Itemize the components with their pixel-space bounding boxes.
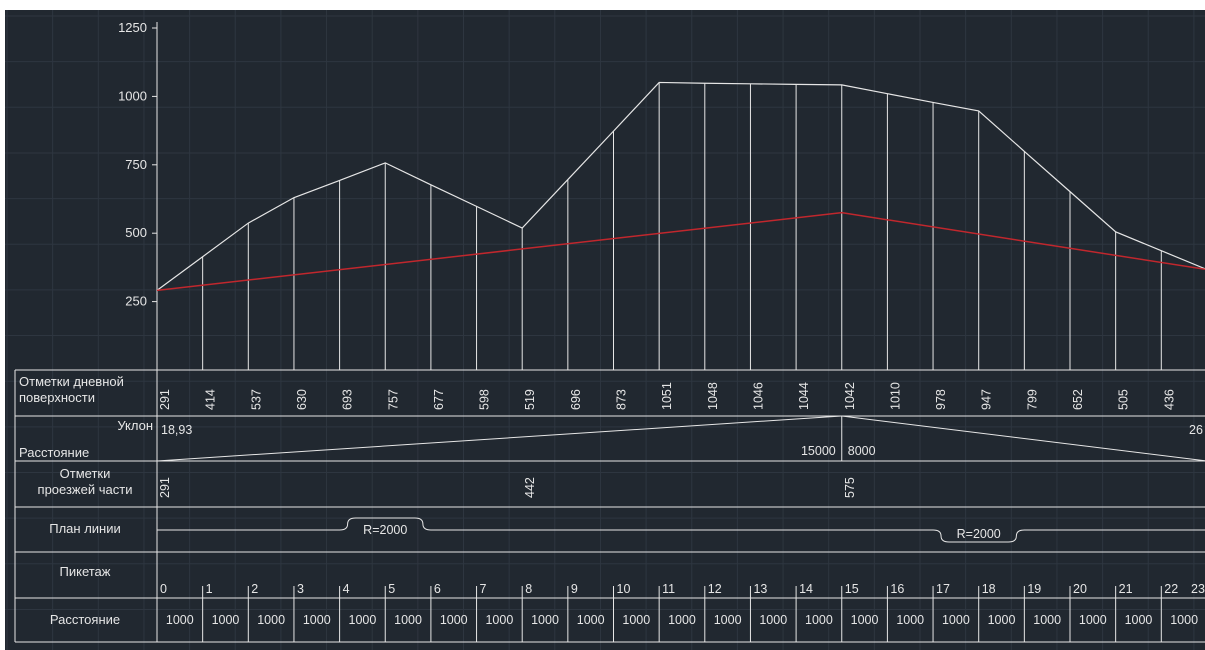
picket-label: 8 bbox=[525, 582, 532, 596]
surface-elevation-label: 947 bbox=[980, 389, 994, 410]
road-elevation-label: 575 bbox=[843, 477, 857, 498]
surface-elevation-label: 414 bbox=[204, 389, 218, 410]
y-tick-label: 1250 bbox=[118, 20, 147, 35]
distance-value: 1000 bbox=[166, 613, 194, 627]
surface-elevation-label: 1048 bbox=[706, 382, 720, 410]
picket-label: 3 bbox=[297, 582, 304, 596]
picket-label: 13 bbox=[753, 582, 767, 596]
distance-value: 1000 bbox=[577, 613, 605, 627]
distance-value: 1000 bbox=[257, 613, 285, 627]
row-label-slope: Уклон bbox=[117, 418, 153, 433]
distance-value: 1000 bbox=[714, 613, 742, 627]
slope-right-distance: 8000 bbox=[848, 444, 876, 458]
slope-diagonal-right bbox=[841, 415, 1205, 462]
plan-line bbox=[157, 517, 1205, 543]
distance-value: 1000 bbox=[851, 613, 879, 627]
distance-value: 1000 bbox=[485, 613, 513, 627]
row-label-slope-distance: Расстояние bbox=[19, 445, 89, 460]
surface-elevation-label: 598 bbox=[478, 389, 492, 410]
distance-value: 1000 bbox=[531, 613, 559, 627]
surface-elevation-label: 1010 bbox=[888, 382, 902, 410]
picket-label: 11 bbox=[662, 582, 675, 596]
picket-label: 16 bbox=[890, 582, 904, 596]
surface-elevation-label: 436 bbox=[1162, 389, 1176, 410]
row-label-picket: Пикетаж bbox=[60, 564, 111, 579]
distance-value: 1000 bbox=[1079, 613, 1107, 627]
surface-elevation-label: 799 bbox=[1025, 389, 1039, 410]
slope-diagonal-left bbox=[156, 415, 842, 462]
design-grade-line bbox=[156, 211, 1205, 292]
surface-profile-line bbox=[156, 81, 1205, 291]
distance-value: 1000 bbox=[896, 613, 924, 627]
y-tick-label: 500 bbox=[125, 225, 147, 240]
distance-value: 1000 bbox=[1170, 613, 1198, 627]
picket-label: 7 bbox=[480, 582, 487, 596]
row-label-surface: Отметки дневной поверхности bbox=[19, 374, 124, 405]
picket-label: 10 bbox=[617, 582, 631, 596]
surface-elevation-label: 537 bbox=[249, 389, 263, 410]
picket-label: 12 bbox=[708, 582, 722, 596]
distance-value: 1000 bbox=[1125, 613, 1153, 627]
surface-elevation-label: 505 bbox=[1117, 389, 1131, 410]
distance-value: 1000 bbox=[212, 613, 240, 627]
surface-elevation-label: 978 bbox=[934, 389, 948, 410]
profile-drawing: 250 500 750 1000 1250 Отметки дневной поверхно… bbox=[5, 10, 1205, 650]
picket-label: 20 bbox=[1073, 582, 1087, 596]
surface-elevation-label: 1051 bbox=[660, 382, 674, 410]
distance-value: 1000 bbox=[1033, 613, 1061, 627]
road-elevation-label: 291 bbox=[158, 477, 172, 498]
y-tick-label: 250 bbox=[125, 294, 147, 309]
distance-value: 1000 bbox=[805, 613, 833, 627]
surface-elevation-label: 693 bbox=[341, 389, 355, 410]
surface-elevation-label: 696 bbox=[569, 389, 583, 410]
slope-right-value: 26 bbox=[1189, 423, 1203, 437]
picket-label: 14 bbox=[799, 582, 813, 596]
distance-value: 1000 bbox=[349, 613, 377, 627]
distance-value: 1000 bbox=[303, 613, 331, 627]
distance-value: 1000 bbox=[759, 613, 787, 627]
picket-label: 15 bbox=[845, 582, 859, 596]
y-tick-label: 750 bbox=[125, 157, 147, 172]
surface-elevation-label: 1044 bbox=[797, 382, 811, 410]
distance-value: 1000 bbox=[394, 613, 422, 627]
surface-elevation-label: 519 bbox=[523, 389, 537, 410]
picket-label: 21 bbox=[1119, 582, 1133, 596]
road-elevation-label: 442 bbox=[523, 477, 537, 498]
surface-elevation-label: 1046 bbox=[751, 382, 765, 410]
surface-elevation-label: 757 bbox=[386, 389, 400, 410]
surface-elevation-label: 291 bbox=[158, 389, 172, 410]
picket-label: 17 bbox=[936, 582, 950, 596]
surface-elevation-label: 1042 bbox=[843, 382, 857, 410]
distance-value: 1000 bbox=[942, 613, 970, 627]
row-label-distance: Расстояние bbox=[50, 612, 120, 627]
surface-elevation-label: 630 bbox=[295, 389, 309, 410]
picket-label: 23 bbox=[1191, 582, 1205, 596]
plan-curve-label: R=2000 bbox=[957, 527, 1001, 541]
picket-label: 6 bbox=[434, 582, 441, 596]
picket-label: 18 bbox=[982, 582, 996, 596]
surface-elevation-label: 652 bbox=[1071, 389, 1085, 410]
y-tick-label: 1000 bbox=[118, 88, 147, 103]
plan-curve-label: R=2000 bbox=[363, 523, 407, 537]
picket-label: 19 bbox=[1027, 582, 1041, 596]
picket-label: 2 bbox=[251, 582, 258, 596]
surface-elevation-label: 677 bbox=[432, 389, 446, 410]
slope-left-value: 18,93 bbox=[161, 423, 192, 437]
distance-value: 1000 bbox=[668, 613, 696, 627]
row-label-road: Отметки проезжей части bbox=[38, 466, 133, 497]
distance-value: 1000 bbox=[622, 613, 650, 627]
picket-label: 1 bbox=[206, 582, 213, 596]
picket-label: 22 bbox=[1164, 582, 1178, 596]
picket-label: 0 bbox=[160, 582, 167, 596]
picket-label: 4 bbox=[343, 582, 350, 596]
slope-left-distance: 15000 bbox=[801, 444, 836, 458]
distance-value: 1000 bbox=[440, 613, 468, 627]
surface-elevation-label: 873 bbox=[615, 389, 629, 410]
row-label-plan: План линии bbox=[49, 521, 121, 536]
distance-value: 1000 bbox=[988, 613, 1016, 627]
picket-label: 5 bbox=[388, 582, 395, 596]
picket-label: 9 bbox=[571, 582, 578, 596]
